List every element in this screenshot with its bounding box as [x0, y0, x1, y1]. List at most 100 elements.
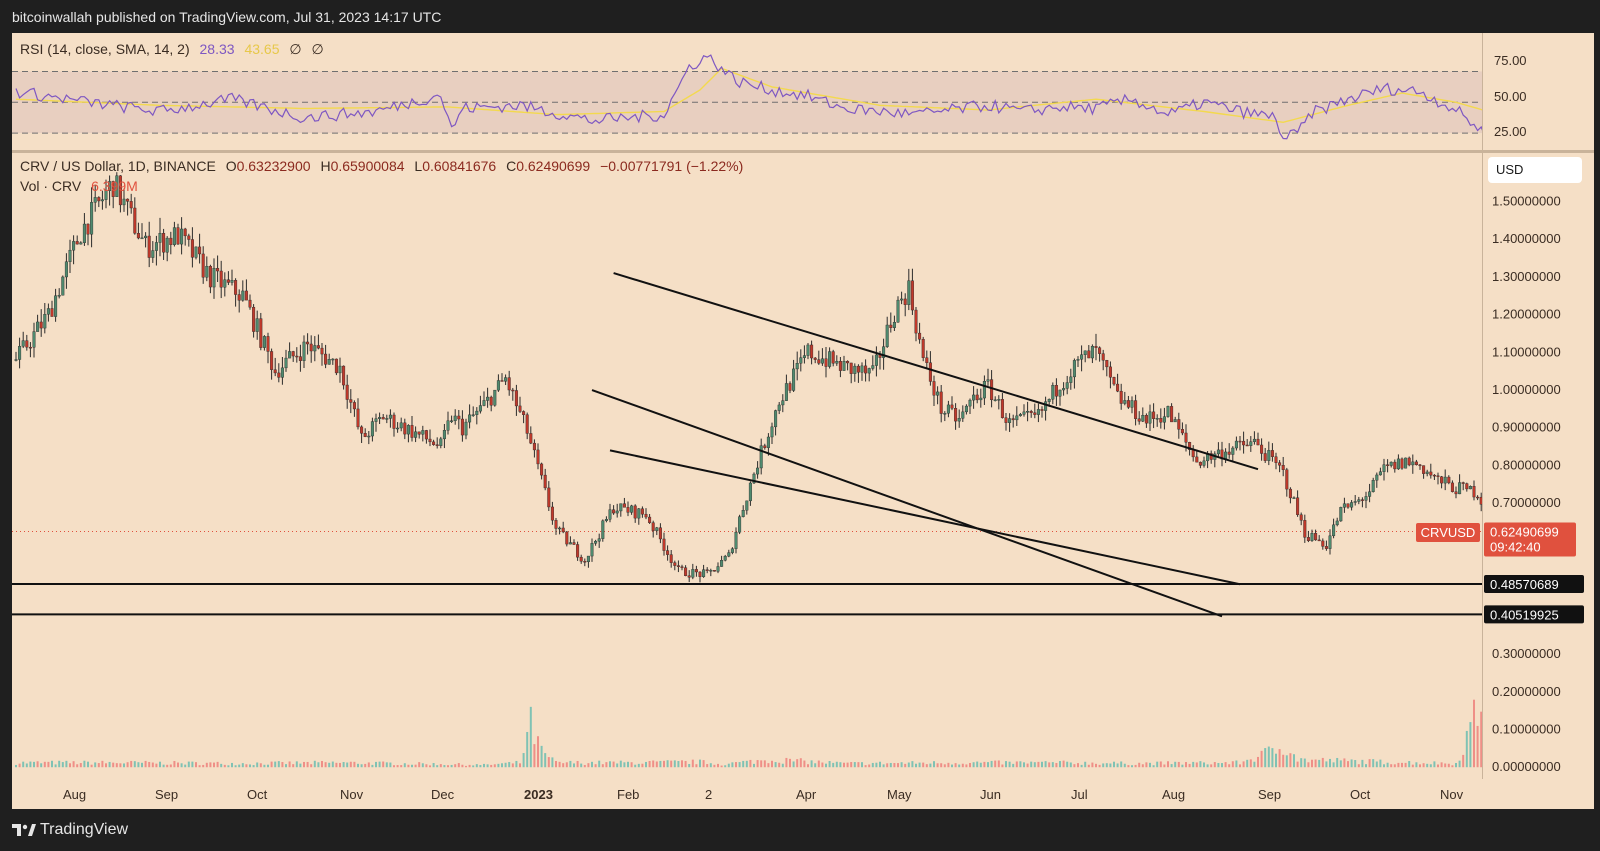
- volume-bar: [727, 763, 730, 768]
- candle-body: [79, 242, 83, 245]
- volume-bar: [1422, 763, 1425, 768]
- candle-body: [1047, 398, 1051, 402]
- candle-body: [1227, 451, 1231, 455]
- candle-body: [597, 538, 601, 542]
- volume-bar: [515, 760, 518, 768]
- candle: [655, 526, 659, 536]
- candle: [1425, 469, 1429, 477]
- candle-body: [219, 270, 223, 288]
- volume-bar: [79, 763, 82, 768]
- candle-body: [273, 369, 277, 374]
- candle-body: [662, 538, 666, 551]
- candle-body: [853, 365, 857, 374]
- candle: [453, 409, 457, 425]
- rsi-pane[interactable]: RSI (14, close, SMA, 14, 2) 28.33 43.65 …: [12, 33, 1482, 150]
- candle: [1065, 375, 1069, 395]
- candle: [1339, 506, 1343, 522]
- candle: [532, 439, 536, 458]
- volume-bar: [238, 764, 241, 768]
- candle-body: [874, 354, 878, 366]
- volume-bar: [1415, 762, 1418, 768]
- candle-body: [885, 324, 889, 347]
- candle-body: [990, 379, 994, 401]
- volume-bar: [1217, 763, 1220, 768]
- volume-bar: [1167, 761, 1169, 768]
- candle-body: [1411, 461, 1415, 466]
- volume-bar: [1095, 763, 1097, 768]
- volume-bar: [796, 759, 799, 768]
- price-axis[interactable]: 1.50000000 1.40000000 1.30000000 1.20000000…: [1482, 153, 1594, 779]
- current-price-countdown: 09:42:40: [1490, 540, 1541, 555]
- candle: [475, 407, 479, 425]
- price-pane[interactable]: CRV / US Dollar, 1D, BINANCE O0.63232900…: [12, 153, 1482, 779]
- candle: [727, 549, 731, 558]
- volume-bar: [432, 763, 435, 768]
- candle: [298, 344, 302, 372]
- candle: [1274, 452, 1278, 470]
- candle: [687, 570, 691, 583]
- volume-bar: [875, 762, 878, 768]
- volume-bar: [277, 761, 280, 768]
- volume-bar: [907, 762, 910, 768]
- candle: [1472, 480, 1476, 501]
- candle: [896, 296, 900, 323]
- candle: [867, 367, 871, 382]
- candle-body: [698, 571, 702, 577]
- candle: [842, 355, 846, 371]
- volume-bar: [544, 753, 547, 768]
- currency-button[interactable]: USD: [1488, 157, 1582, 183]
- candle-body: [921, 338, 925, 358]
- volume-bar: [252, 765, 255, 768]
- pane-separator[interactable]: [12, 150, 1594, 153]
- volume-bar: [443, 765, 446, 768]
- volume-bar: [951, 764, 953, 768]
- volume-bar: [1404, 762, 1407, 768]
- candle: [1148, 404, 1152, 431]
- candle-body: [846, 361, 850, 364]
- candle-body: [151, 250, 155, 258]
- volume-bar: [173, 760, 176, 768]
- candle-body: [694, 569, 698, 573]
- candle-body: [1396, 458, 1400, 470]
- volume-bar: [101, 760, 104, 768]
- candle: [871, 355, 875, 371]
- volume-bar: [461, 764, 464, 768]
- candle-body: [1400, 458, 1404, 469]
- candle-body: [1465, 483, 1469, 490]
- candle-body: [399, 422, 403, 429]
- volume-bar: [263, 764, 266, 768]
- candle-body: [237, 294, 241, 301]
- candle-body: [115, 175, 119, 197]
- candle-body: [810, 344, 814, 359]
- volume-bar: [1231, 761, 1234, 768]
- candle: [1162, 407, 1166, 430]
- candle: [691, 563, 695, 580]
- rsi-axis[interactable]: 75.00 50.00 25.00: [1482, 33, 1594, 150]
- candle: [594, 539, 598, 546]
- candle-body: [1162, 416, 1166, 423]
- volume-bar: [861, 762, 863, 768]
- candle-body: [1368, 491, 1372, 497]
- candle-body: [450, 420, 454, 422]
- candle: [1036, 403, 1040, 423]
- candle: [518, 396, 522, 413]
- candle-body: [741, 510, 745, 517]
- candle-body: [352, 402, 356, 410]
- candle-body: [626, 507, 630, 513]
- candle-body: [651, 522, 655, 531]
- volume-bar: [605, 762, 608, 768]
- candle: [403, 418, 407, 440]
- time-axis[interactable]: Aug Sep Oct Nov Dec 2023 Feb 2 Apr May Jun Jul Aug Se…: [12, 779, 1594, 809]
- candle-body: [1454, 491, 1458, 495]
- candle: [889, 312, 893, 333]
- candle: [1051, 382, 1055, 405]
- candle-body: [1342, 503, 1346, 508]
- candle: [100, 190, 104, 210]
- volume-bar: [256, 762, 259, 768]
- candle: [223, 272, 227, 297]
- candle: [1101, 349, 1105, 371]
- candle-body: [982, 381, 986, 399]
- volume-bar: [645, 761, 647, 768]
- volume-bar: [1293, 754, 1295, 768]
- tradingview-brand[interactable]: TradingView: [12, 821, 128, 839]
